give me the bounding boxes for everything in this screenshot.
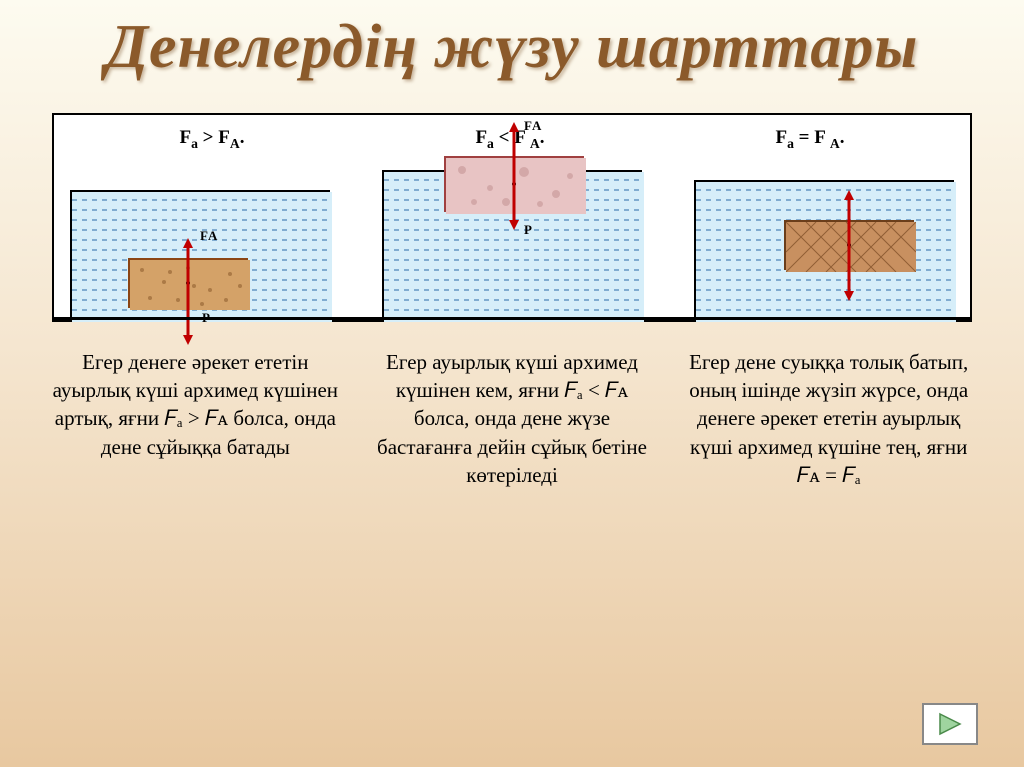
diagram-panel: Fа > FА. Fа < F А. Fа = F А. (52, 113, 972, 322)
arrow-down-c (843, 245, 855, 301)
diagram-sinking: FА P (70, 190, 330, 320)
play-icon (936, 712, 964, 736)
next-slide-button[interactable] (922, 703, 978, 745)
description-a: Егер денеге әрекет ететін ауырлық күші а… (52, 348, 339, 490)
ground-line (54, 317, 970, 320)
descriptions-row: Егер денеге әрекет ететін ауырлық күші а… (52, 348, 972, 490)
diagram-suspended (694, 180, 954, 320)
label-fa-b: FА (524, 118, 541, 134)
label-p-b: P (524, 222, 532, 238)
diagrams-row: FА P (64, 170, 960, 320)
arrow-up-c (843, 190, 855, 246)
description-c: Егер дене суыққа толық батып, оның ішінд… (685, 348, 972, 490)
page-title: Денелердің жүзу шарттары (0, 0, 1024, 83)
description-b: Егер ауырлық күші архимед күшінен кем, я… (369, 348, 656, 490)
arrow-down-a (182, 283, 194, 345)
formula-c: Fа = F А. (775, 127, 844, 152)
arrow-up-b (508, 122, 520, 184)
label-fa-a: FА (200, 228, 217, 244)
diagram-floating: FА P (382, 170, 642, 320)
arrow-up-a (182, 238, 194, 284)
arrow-down-b (508, 184, 520, 230)
formula-a: Fа > FА. (179, 127, 244, 152)
